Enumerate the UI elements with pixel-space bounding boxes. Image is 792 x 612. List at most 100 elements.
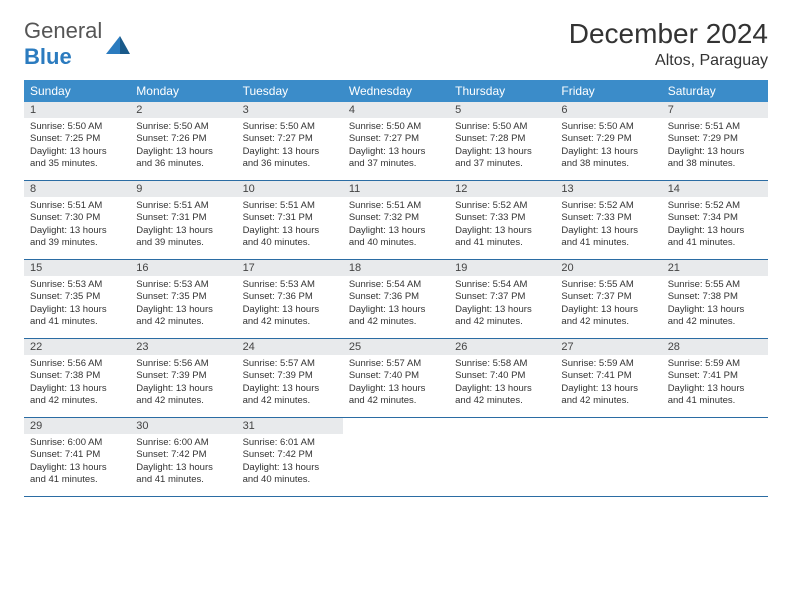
sunrise-text: Sunrise: 5:52 AM xyxy=(668,200,762,212)
calendar-day: 24Sunrise: 5:57 AMSunset: 7:39 PMDayligh… xyxy=(237,339,343,417)
dow-label: Wednesday xyxy=(343,80,449,102)
daylight-text: Daylight: 13 hours and 41 minutes. xyxy=(561,225,655,250)
day-body: Sunrise: 5:51 AMSunset: 7:30 PMDaylight:… xyxy=(24,197,130,254)
sunset-text: Sunset: 7:31 PM xyxy=(243,212,337,224)
brand-text: General Blue xyxy=(24,18,102,70)
sunset-text: Sunset: 7:27 PM xyxy=(243,133,337,145)
daylight-text: Daylight: 13 hours and 38 minutes. xyxy=(561,146,655,171)
calendar-day: 22Sunrise: 5:56 AMSunset: 7:38 PMDayligh… xyxy=(24,339,130,417)
daylight-text: Daylight: 13 hours and 40 minutes. xyxy=(243,225,337,250)
sunset-text: Sunset: 7:30 PM xyxy=(30,212,124,224)
sunrise-text: Sunrise: 5:53 AM xyxy=(30,279,124,291)
calendar-day: 4Sunrise: 5:50 AMSunset: 7:27 PMDaylight… xyxy=(343,102,449,180)
sunset-text: Sunset: 7:39 PM xyxy=(136,370,230,382)
day-number: 3 xyxy=(237,102,343,118)
calendar-day: 28Sunrise: 5:59 AMSunset: 7:41 PMDayligh… xyxy=(662,339,768,417)
calendar-day: 29Sunrise: 6:00 AMSunset: 7:41 PMDayligh… xyxy=(24,418,130,496)
day-number: 21 xyxy=(662,260,768,276)
calendar-body: 1Sunrise: 5:50 AMSunset: 7:25 PMDaylight… xyxy=(24,102,768,497)
calendar-day: 16Sunrise: 5:53 AMSunset: 7:35 PMDayligh… xyxy=(130,260,236,338)
calendar-day: 23Sunrise: 5:56 AMSunset: 7:39 PMDayligh… xyxy=(130,339,236,417)
calendar-day: 31Sunrise: 6:01 AMSunset: 7:42 PMDayligh… xyxy=(237,418,343,496)
sunrise-text: Sunrise: 5:57 AM xyxy=(349,358,443,370)
sunset-text: Sunset: 7:25 PM xyxy=(30,133,124,145)
calendar-week: 22Sunrise: 5:56 AMSunset: 7:38 PMDayligh… xyxy=(24,339,768,418)
sunset-text: Sunset: 7:38 PM xyxy=(668,291,762,303)
daylight-text: Daylight: 13 hours and 41 minutes. xyxy=(668,383,762,408)
day-number: 2 xyxy=(130,102,236,118)
day-body: Sunrise: 5:50 AMSunset: 7:28 PMDaylight:… xyxy=(449,118,555,175)
day-number: 28 xyxy=(662,339,768,355)
calendar-day: 1Sunrise: 5:50 AMSunset: 7:25 PMDaylight… xyxy=(24,102,130,180)
day-number: 15 xyxy=(24,260,130,276)
sunset-text: Sunset: 7:27 PM xyxy=(349,133,443,145)
calendar-day: 15Sunrise: 5:53 AMSunset: 7:35 PMDayligh… xyxy=(24,260,130,338)
daylight-text: Daylight: 13 hours and 42 minutes. xyxy=(668,304,762,329)
day-body: Sunrise: 5:52 AMSunset: 7:34 PMDaylight:… xyxy=(662,197,768,254)
day-number: 9 xyxy=(130,181,236,197)
daylight-text: Daylight: 13 hours and 42 minutes. xyxy=(349,383,443,408)
day-number: 12 xyxy=(449,181,555,197)
sunset-text: Sunset: 7:33 PM xyxy=(561,212,655,224)
header: General Blue December 2024 Altos, Paragu… xyxy=(24,18,768,70)
daylight-text: Daylight: 13 hours and 41 minutes. xyxy=(668,225,762,250)
calendar-day: 25Sunrise: 5:57 AMSunset: 7:40 PMDayligh… xyxy=(343,339,449,417)
daylight-text: Daylight: 13 hours and 40 minutes. xyxy=(243,462,337,487)
day-number: 26 xyxy=(449,339,555,355)
calendar-day: 8Sunrise: 5:51 AMSunset: 7:30 PMDaylight… xyxy=(24,181,130,259)
daylight-text: Daylight: 13 hours and 42 minutes. xyxy=(136,383,230,408)
day-number: 13 xyxy=(555,181,661,197)
calendar-day: 10Sunrise: 5:51 AMSunset: 7:31 PMDayligh… xyxy=(237,181,343,259)
calendar-day: 9Sunrise: 5:51 AMSunset: 7:31 PMDaylight… xyxy=(130,181,236,259)
sunrise-text: Sunrise: 5:50 AM xyxy=(136,121,230,133)
daylight-text: Daylight: 13 hours and 39 minutes. xyxy=(30,225,124,250)
sunset-text: Sunset: 7:35 PM xyxy=(136,291,230,303)
daylight-text: Daylight: 13 hours and 42 minutes. xyxy=(136,304,230,329)
daylight-text: Daylight: 13 hours and 41 minutes. xyxy=(30,462,124,487)
calendar-day: 12Sunrise: 5:52 AMSunset: 7:33 PMDayligh… xyxy=(449,181,555,259)
day-number: 29 xyxy=(24,418,130,434)
sunrise-text: Sunrise: 5:53 AM xyxy=(243,279,337,291)
day-number: 7 xyxy=(662,102,768,118)
sunrise-text: Sunrise: 5:59 AM xyxy=(668,358,762,370)
sunrise-text: Sunrise: 5:51 AM xyxy=(668,121,762,133)
calendar-day: 20Sunrise: 5:55 AMSunset: 7:37 PMDayligh… xyxy=(555,260,661,338)
calendar-week: 1Sunrise: 5:50 AMSunset: 7:25 PMDaylight… xyxy=(24,102,768,181)
dow-label: Thursday xyxy=(449,80,555,102)
sunset-text: Sunset: 7:34 PM xyxy=(668,212,762,224)
calendar-day: 13 Sunrise: 5:52 AMSunset: 7:33 PMDayligh… xyxy=(555,181,661,259)
calendar-day xyxy=(662,418,768,496)
calendar-day: 5Sunrise: 5:50 AMSunset: 7:28 PMDaylight… xyxy=(449,102,555,180)
brand-icon xyxy=(106,34,130,54)
sunset-text: Sunset: 7:37 PM xyxy=(455,291,549,303)
sunset-text: Sunset: 7:40 PM xyxy=(455,370,549,382)
daylight-text: Daylight: 13 hours and 40 minutes. xyxy=(349,225,443,250)
day-body: Sunrise: 5:50 AMSunset: 7:29 PMDaylight:… xyxy=(555,118,661,175)
sunrise-text: Sunrise: 5:50 AM xyxy=(561,121,655,133)
sunrise-text: Sunrise: 5:52 AM xyxy=(561,200,655,212)
sunrise-text: Sunrise: 5:50 AM xyxy=(349,121,443,133)
day-body: Sunrise: 5:55 AMSunset: 7:37 PMDaylight:… xyxy=(555,276,661,333)
daylight-text: Daylight: 13 hours and 42 minutes. xyxy=(243,383,337,408)
sunrise-text: Sunrise: 5:55 AM xyxy=(668,279,762,291)
day-number: 10 xyxy=(237,181,343,197)
sunset-text: Sunset: 7:36 PM xyxy=(243,291,337,303)
dow-label: Saturday xyxy=(662,80,768,102)
day-number: 14 xyxy=(662,181,768,197)
sunset-text: Sunset: 7:33 PM xyxy=(455,212,549,224)
daylight-text: Daylight: 13 hours and 38 minutes. xyxy=(668,146,762,171)
daylight-text: Daylight: 13 hours and 42 minutes. xyxy=(455,304,549,329)
day-body: Sunrise: 5:50 AMSunset: 7:27 PMDaylight:… xyxy=(237,118,343,175)
day-body: Sunrise: 5:59 AMSunset: 7:41 PMDaylight:… xyxy=(662,355,768,412)
sunrise-text: Sunrise: 5:57 AM xyxy=(243,358,337,370)
day-body: Sunrise: 5:55 AMSunset: 7:38 PMDaylight:… xyxy=(662,276,768,333)
sunset-text: Sunset: 7:35 PM xyxy=(30,291,124,303)
sunset-text: Sunset: 7:42 PM xyxy=(243,449,337,461)
calendar-day: 27Sunrise: 5:59 AMSunset: 7:41 PMDayligh… xyxy=(555,339,661,417)
day-number: 5 xyxy=(449,102,555,118)
day-body: Sunrise: 6:00 AMSunset: 7:41 PMDaylight:… xyxy=(24,434,130,491)
day-number: 20 xyxy=(555,260,661,276)
sunset-text: Sunset: 7:41 PM xyxy=(561,370,655,382)
calendar-day: 3Sunrise: 5:50 AMSunset: 7:27 PMDaylight… xyxy=(237,102,343,180)
calendar-day: 30Sunrise: 6:00 AMSunset: 7:42 PMDayligh… xyxy=(130,418,236,496)
